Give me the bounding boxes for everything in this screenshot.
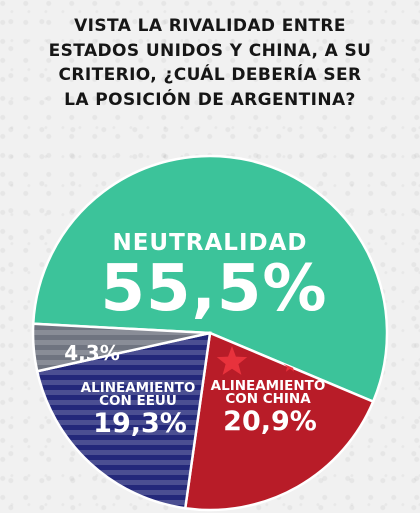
title-line-3: CRITERIO, ¿CUÁL DEBERÍA SER <box>58 65 362 85</box>
title-line-2: ESTADOS UNIDOS Y CHINA, A SU <box>48 40 372 61</box>
slice-label-neutralidad: NEUTRALIDAD <box>112 230 307 256</box>
slice-label-china-line-1: ALINEAMIENTO <box>211 378 326 394</box>
slice-label-eeuu-line-1: ALINEAMIENTO <box>81 380 196 396</box>
china-flag-star-large <box>216 346 248 375</box>
slice-value-neutralidad: 55,5% <box>100 252 327 326</box>
title-line-1: VISTA LA RIVALIDAD ENTRE <box>74 16 346 36</box>
slice-label-eeuu-line-2: CON EEUU <box>99 393 177 409</box>
slice-value-china: 20,9% <box>223 406 317 437</box>
slice-value-eeuu: 19,3% <box>93 408 187 439</box>
slice-china <box>183 331 375 512</box>
slice-neutralidad <box>31 154 389 404</box>
slice-value-other: 4,3% <box>64 341 119 365</box>
slice-label-china-line-2: CON CHINA <box>225 391 311 407</box>
chart-title: VISTA LA RIVALIDAD ENTRE ESTADOS UNIDOS … <box>20 14 400 112</box>
title-line-4: LA POSICIÓN DE ARGENTINA? <box>64 89 356 110</box>
